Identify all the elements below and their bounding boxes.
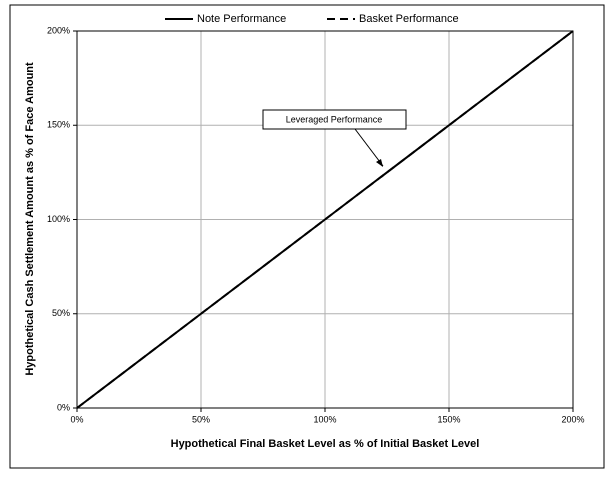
x-tick-label: 50% — [192, 414, 210, 424]
y-tick-label: 100% — [47, 214, 70, 224]
annotation-arrow — [354, 128, 384, 167]
x-axis-label: Hypothetical Final Basket Level as % of … — [171, 438, 480, 450]
annotation-box — [262, 109, 407, 130]
x-tick-label: 150% — [437, 414, 460, 424]
y-tick-label: 200% — [47, 25, 70, 35]
legend-label: Note Performance — [197, 13, 286, 25]
x-tick-label: 100% — [313, 414, 336, 424]
y-axis-label: Hypothetical Cash Settlement Amount as %… — [24, 62, 36, 376]
x-tick-label: 200% — [561, 414, 584, 424]
annotation: Leveraged Performance — [286, 114, 383, 124]
arrow-head — [376, 159, 383, 167]
y-tick-label: 50% — [52, 308, 70, 318]
y-tick-label: 150% — [47, 120, 70, 130]
x-tick-label: 0% — [70, 414, 83, 424]
plot — [76, 30, 574, 409]
legend-label: Basket Performance — [359, 13, 459, 25]
series-line — [76, 30, 574, 409]
y-tick-label: 0% — [57, 402, 70, 412]
